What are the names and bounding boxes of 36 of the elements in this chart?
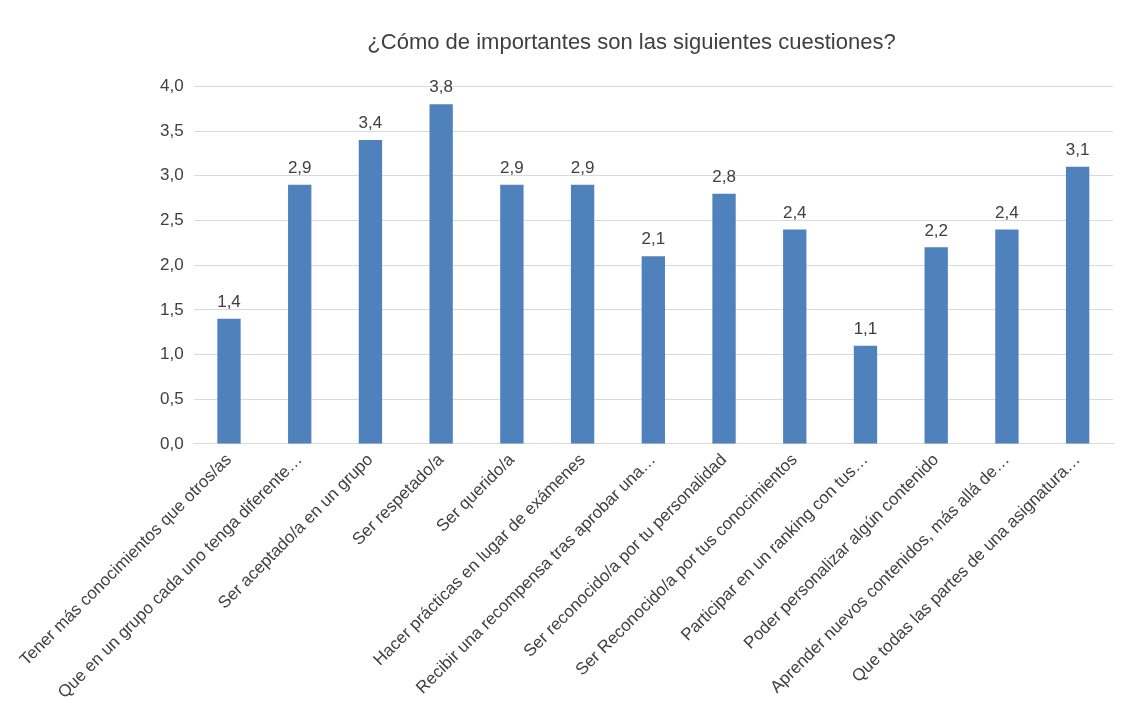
data-label: 2,1 [641,229,666,249]
data-label: 2,9 [570,157,595,177]
bar [641,256,665,444]
bar [995,229,1019,444]
data-label: 3,4 [358,113,383,133]
data-label: 3,8 [429,77,453,97]
y-tick-label: 4,0 [159,76,184,96]
y-tick-label: 0,5 [159,388,184,408]
bar [500,184,524,444]
data-label: 1,1 [853,318,878,338]
y-tick-label: 3,0 [159,165,184,185]
bar [288,184,312,444]
data-label: 1,4 [217,292,241,312]
bar [358,140,383,444]
data-label: 2,9 [287,157,312,177]
y-tick-label: 2,0 [159,254,184,274]
data-label: 2,9 [500,157,524,177]
y-tick-label: 3,5 [159,120,184,140]
data-label: 2,4 [782,202,807,222]
y-tick-label: 1,5 [159,299,184,319]
y-tick-label: 2,5 [159,210,184,230]
data-label: 2,2 [924,220,949,240]
y-tick-label: 0,0 [159,433,184,453]
y-tick-label: 1,0 [159,344,184,364]
bar [924,247,948,444]
data-label: 3,1 [1065,140,1090,160]
data-label: 2,8 [712,166,736,186]
bar [712,193,736,444]
bar [853,345,878,444]
bar [217,318,241,444]
chart-title: ¿Cómo de importantes son las siguientes cuestiones? [367,29,896,55]
bar [570,184,595,444]
bar [783,229,807,444]
bar [1065,166,1090,444]
bar [429,104,453,444]
data-label: 2,4 [995,202,1019,222]
